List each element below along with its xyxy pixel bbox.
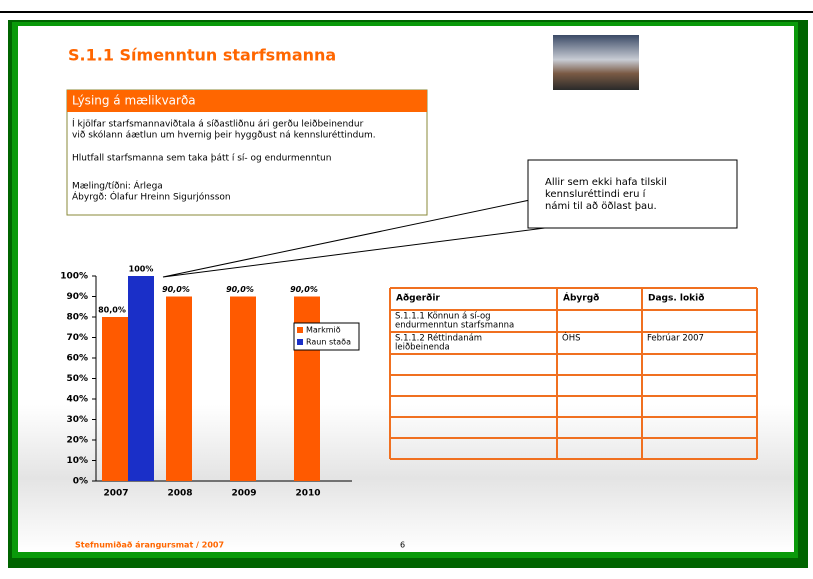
desc-heading: Lýsing á mælikvarða <box>72 94 196 108</box>
legend-box <box>293 322 360 351</box>
footer-text: Stefnumiðað árangursmat / 2007 <box>75 541 224 550</box>
y-tick-label: 90% <box>66 292 88 302</box>
y-tick-label: 80% <box>66 313 88 323</box>
page-number: 6 <box>400 541 405 550</box>
callout-join <box>530 200 545 228</box>
bar <box>102 317 128 481</box>
table-cell: endurmenntun starfsmanna <box>395 321 514 331</box>
title: S.1.1 Símenntun starfsmanna <box>68 46 336 65</box>
legend-label: Markmið <box>306 326 341 335</box>
value-label: 90,0% <box>162 285 190 294</box>
table-header: Aðgerðir <box>396 294 440 304</box>
photo <box>553 35 639 90</box>
y-tick-label: 20% <box>66 436 88 446</box>
desc-line: við skólann áætlun um hvernig þeir hyggð… <box>72 130 376 141</box>
y-tick-label: 40% <box>66 395 88 405</box>
table-cell: S.1.1.2 Réttindanám <box>395 333 482 344</box>
y-tick-label: 60% <box>66 354 88 364</box>
y-tick-label: 30% <box>66 415 88 425</box>
value-label: 100% <box>129 265 154 274</box>
y-tick-label: 100% <box>60 272 88 282</box>
legend-label: Raun staða <box>306 338 351 347</box>
desc-frequency: Mæling/tíðni: Árlega <box>72 180 163 192</box>
bar <box>166 296 192 481</box>
callout-line: Allir sem ekki hafa tilskil <box>545 177 667 188</box>
legend-swatch <box>297 339 303 345</box>
chart: 0% 10% 20% 30% 40% 50% 60% 70% 80% 90% 100% 2007 80,… <box>60 265 360 499</box>
callout-line: námi til að öðlast þau. <box>545 200 657 212</box>
callout-box <box>527 159 738 229</box>
table-cell: ÓHS <box>562 332 580 344</box>
table-cell: S.1.1.1 Könnun á sí-og <box>395 312 491 322</box>
table: Aðgerðir Ábyrgð Dags. lokið S.1.1.1 Könnun … <box>389 287 758 460</box>
value-label: 90,0% <box>290 285 318 294</box>
x-tick-label: 2008 <box>167 489 192 499</box>
value-label: 80,0% <box>98 306 126 315</box>
y-tick-label: 10% <box>66 456 88 466</box>
table-cell: leiðbeinenda <box>395 343 450 353</box>
desc-line: Í kjölfar starfsmannaviðtala á síðastlið… <box>72 118 364 130</box>
y-tick-label: 70% <box>66 333 88 343</box>
y-tick-label: 50% <box>66 374 88 384</box>
table-cell: Febrúar 2007 <box>647 334 704 344</box>
callout-line: kennsluréttindi eru í <box>545 188 647 200</box>
table-header: Ábyrgð <box>563 292 599 304</box>
value-label: 90,0% <box>226 285 254 294</box>
y-tick-label: 0% <box>73 477 88 487</box>
x-tick-label: 2007 <box>103 489 128 499</box>
desc-header <box>67 90 427 112</box>
x-tick-label: 2009 <box>231 489 256 499</box>
table-header: Dags. lokið <box>648 294 704 304</box>
desc-measure: Hlutfall starfsmanna sem taka þátt í sí-… <box>72 154 331 164</box>
x-tick-label: 2010 <box>295 489 320 499</box>
legend-swatch <box>297 327 303 333</box>
desc-owner: Ábyrgð: Ólafur Hreinn Sigurjónsson <box>72 191 231 203</box>
bar <box>230 296 256 481</box>
bar <box>128 276 154 481</box>
